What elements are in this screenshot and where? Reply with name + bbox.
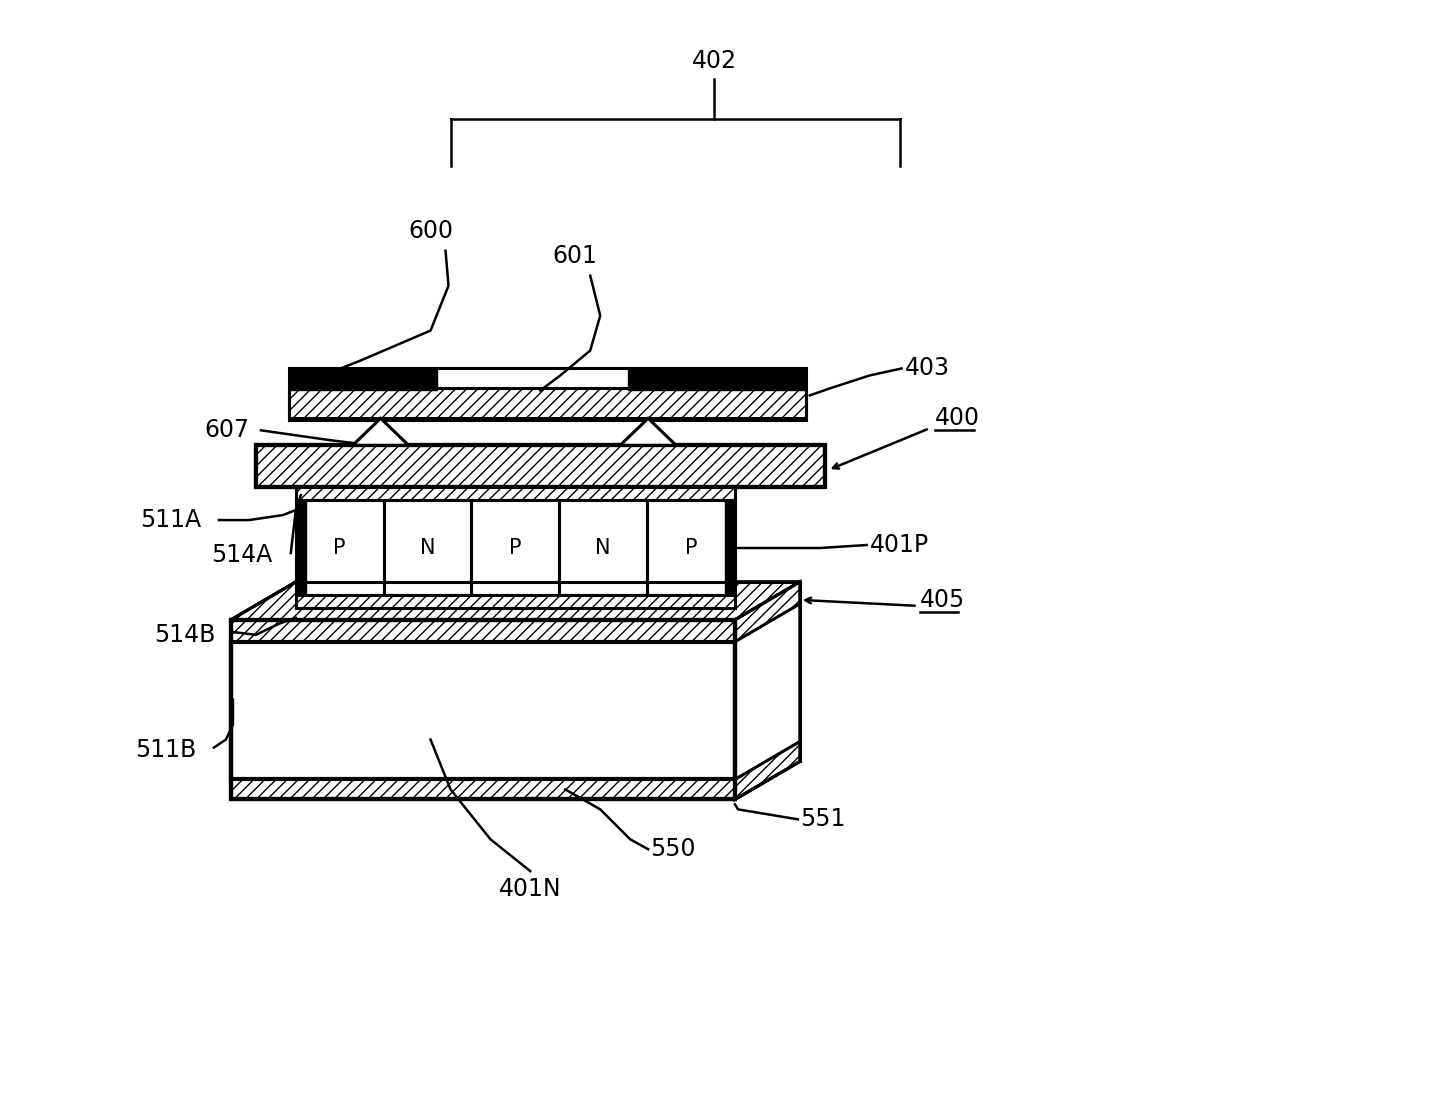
Bar xyxy=(289,368,806,420)
Text: 600: 600 xyxy=(409,219,453,243)
Text: 511A: 511A xyxy=(140,508,201,533)
Text: 405: 405 xyxy=(920,588,965,612)
Bar xyxy=(629,368,806,390)
Bar xyxy=(289,389,806,419)
Bar xyxy=(725,501,735,594)
Text: P: P xyxy=(684,537,697,558)
Bar xyxy=(383,501,472,594)
Bar xyxy=(647,501,735,594)
Text: P: P xyxy=(509,537,522,558)
Bar xyxy=(231,779,735,799)
Bar xyxy=(231,620,735,799)
Polygon shape xyxy=(231,582,800,620)
Text: 403: 403 xyxy=(905,357,950,380)
Text: 402: 402 xyxy=(692,50,736,73)
Polygon shape xyxy=(735,741,800,799)
Bar xyxy=(231,642,735,779)
Text: 511B: 511B xyxy=(134,737,196,761)
Text: 401N: 401N xyxy=(499,877,562,902)
Text: N: N xyxy=(596,537,612,558)
Text: 401P: 401P xyxy=(870,533,929,557)
Text: 550: 550 xyxy=(650,838,696,861)
Text: 551: 551 xyxy=(800,808,845,831)
Polygon shape xyxy=(735,582,800,642)
Bar xyxy=(472,501,559,594)
Bar xyxy=(289,368,436,390)
Bar xyxy=(296,594,735,608)
Polygon shape xyxy=(735,582,800,799)
Text: 514B: 514B xyxy=(154,623,216,646)
Bar xyxy=(296,501,306,594)
Text: 400: 400 xyxy=(935,407,979,430)
Bar xyxy=(256,445,825,487)
Bar xyxy=(231,620,735,642)
Text: 601: 601 xyxy=(553,244,597,267)
Bar xyxy=(559,501,647,594)
Bar xyxy=(296,487,735,501)
Polygon shape xyxy=(620,419,676,445)
Polygon shape xyxy=(231,582,800,620)
Bar xyxy=(231,620,735,799)
Text: 607: 607 xyxy=(204,419,249,442)
Bar xyxy=(256,445,825,487)
Text: N: N xyxy=(420,537,436,558)
Bar xyxy=(296,501,383,594)
Text: 514A: 514A xyxy=(211,543,273,567)
Text: P: P xyxy=(333,537,346,558)
Polygon shape xyxy=(353,419,409,445)
